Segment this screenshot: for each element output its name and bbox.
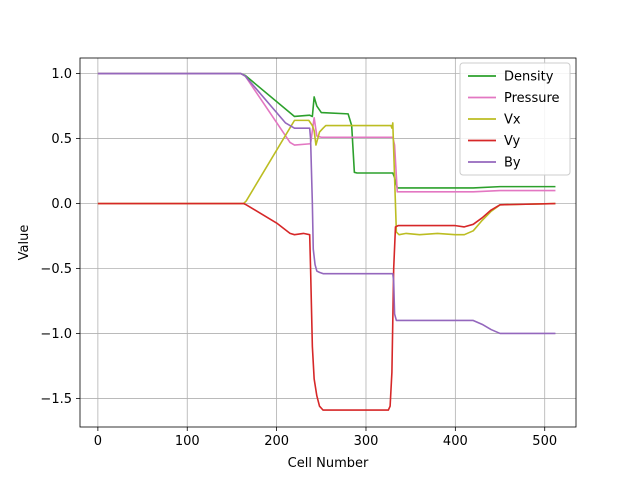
y-tick-label: 0.0 <box>51 197 72 212</box>
series-line-vx <box>97 119 556 236</box>
x-tick-label: 400 <box>443 434 468 449</box>
y-tick-label: −1.5 <box>40 392 72 407</box>
series-line-vy <box>97 202 556 411</box>
legend-label: Density <box>504 70 554 85</box>
x-tick-label: 300 <box>354 434 379 449</box>
y-tick-label: 1.0 <box>51 67 72 82</box>
legend: Density Pressure Vx Vy By <box>459 62 571 176</box>
legend-box <box>459 62 571 176</box>
series-line-by <box>97 72 556 335</box>
series-line-pressure <box>97 72 556 193</box>
x-tick-label: 500 <box>532 434 557 449</box>
x-axis-label: Cell Number <box>288 456 369 471</box>
legend-label: Pressure <box>504 91 560 106</box>
y-tick-label: 0.5 <box>51 132 72 147</box>
plot-frame <box>79 57 577 428</box>
y-tick-label: −1.0 <box>40 327 72 342</box>
legend-label: Vy <box>504 134 521 149</box>
legend-label: Vx <box>504 113 521 128</box>
axis-ticks: 0 100 200 300 400 500 −1.5 −1.0 −0.5 0.0 0.5 1.0 <box>40 67 557 449</box>
y-tick-label: −0.5 <box>40 262 72 277</box>
y-axis-label: Value <box>17 225 32 261</box>
x-tick-label: 200 <box>264 434 289 449</box>
legend-label: By <box>504 156 521 171</box>
series-lines <box>97 72 556 411</box>
x-tick-label: 0 <box>94 434 102 449</box>
x-tick-label: 100 <box>175 434 200 449</box>
